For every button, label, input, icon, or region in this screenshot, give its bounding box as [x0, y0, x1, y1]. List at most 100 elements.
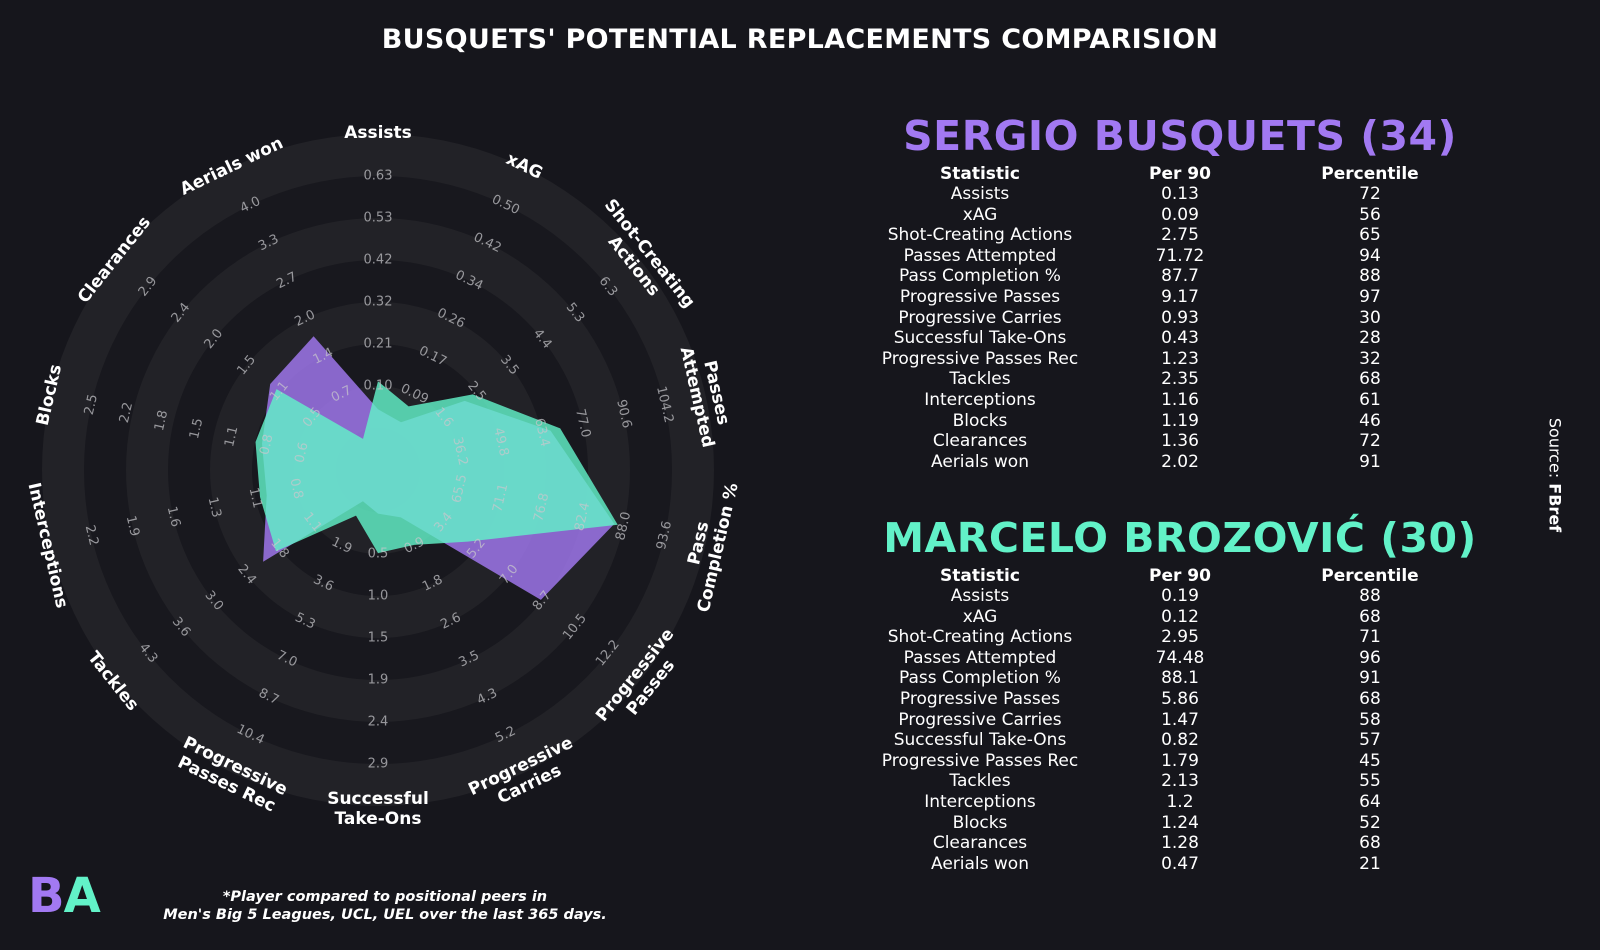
stat-name-cell: Shot-Creating Actions [887, 225, 1073, 246]
percentile-cell: 96 [1359, 647, 1381, 668]
percentile-cell: 72 [1359, 431, 1381, 452]
tick-label: 77.0 [572, 408, 593, 440]
percentile-cell: 57 [1359, 730, 1381, 751]
per90-cell: 1.2 [1166, 791, 1194, 812]
tick-label: 2.2 [82, 524, 101, 548]
percentile-cell: 68 [1359, 606, 1381, 627]
table-row: Interceptions 1.16 61 [880, 390, 1460, 411]
stat-name-cell: Interceptions [924, 389, 1036, 410]
source-name: FBref [1545, 483, 1565, 533]
percentile-cell: 52 [1359, 812, 1381, 833]
table-row: Blocks 1.24 52 [880, 813, 1460, 834]
tick-label: 63.4 [531, 417, 552, 449]
table-row: Blocks 1.19 46 [880, 411, 1460, 432]
stat-name-cell: Pass Completion % [899, 266, 1061, 287]
per90-cell: 0.47 [1161, 853, 1199, 874]
table-row: Pass Completion % 88.1 91 [880, 668, 1460, 689]
stat-name-cell: Pass Completion % [899, 668, 1061, 689]
percentile-cell: 94 [1359, 245, 1381, 266]
tick-label: 0.42 [364, 253, 393, 268]
percentile-cell: 28 [1359, 328, 1381, 349]
percentile-cell: 55 [1359, 771, 1381, 792]
stat-name-cell: Assists [950, 184, 1010, 204]
per90-cell: 0.09 [1161, 204, 1199, 225]
per90-cell: 1.23 [1161, 348, 1199, 369]
per90-cell: 9.17 [1161, 286, 1199, 307]
percentile-cell: 56 [1359, 204, 1381, 225]
logo-letter-b: B [28, 868, 65, 924]
tick-label: 1.5 [187, 417, 206, 441]
table-row: Shot-Creating Actions 2.95 71 [880, 627, 1460, 648]
tick-label: 2.5 [82, 393, 101, 417]
table-row: Aerials won 2.02 91 [880, 452, 1460, 473]
stat-name-cell: Blocks [952, 812, 1008, 833]
percentile-cell: 32 [1359, 348, 1381, 369]
percentile-cell: 46 [1359, 410, 1381, 431]
per90-cell: 0.82 [1161, 730, 1199, 751]
stat-name-cell: Progressive Passes [899, 688, 1061, 709]
tick-label: 0.53 [364, 211, 393, 226]
table-row: Progressive Passes 5.86 68 [880, 689, 1460, 710]
per90-cell: 0.19 [1161, 586, 1199, 606]
player2-stats-table: Statistic Per 90 Percentile Assists 0.19 8… [880, 566, 1460, 874]
percentile-cell: 91 [1359, 668, 1381, 689]
tick-label: 1.1 [246, 486, 265, 510]
table-row: Pass Completion % 87.7 88 [880, 266, 1460, 287]
tick-label: 0.6 [292, 441, 311, 465]
tick-label: 1.9 [368, 673, 389, 688]
table-row: Progressive Carries 1.47 58 [880, 710, 1460, 731]
tick-label: 1.0 [368, 589, 389, 604]
percentile-cell: 88 [1359, 266, 1381, 287]
tick-label: 65.5 [449, 473, 470, 505]
tick-label: 2.4 [368, 715, 389, 730]
per90-cell: 2.95 [1161, 627, 1199, 648]
table-row: Interceptions 1.2 64 [880, 792, 1460, 813]
percentile-cell: 61 [1359, 389, 1381, 410]
percentile-cell: 68 [1359, 688, 1381, 709]
percentile-cell: 72 [1359, 184, 1381, 204]
header-statistic: Statistic [940, 566, 1020, 586]
tick-label: 90.6 [613, 398, 634, 430]
tick-label: 36.2 [449, 436, 470, 468]
per90-cell: 2.35 [1161, 369, 1199, 390]
per90-cell: 1.19 [1161, 410, 1199, 431]
series-area-2 [255, 381, 618, 554]
per90-cell: 1.36 [1161, 431, 1199, 452]
percentile-cell: 88 [1359, 586, 1381, 606]
parameter-label-line: Take-Ons [335, 809, 422, 829]
per90-cell: 87.7 [1161, 266, 1199, 287]
logo-letter-a: A [63, 868, 101, 924]
header-per90: Per 90 [1149, 164, 1211, 184]
per90-cell: 88.1 [1161, 668, 1199, 689]
table-row: Progressive Passes 9.17 97 [880, 287, 1460, 308]
source-credit: Source: FBref [1546, 418, 1565, 532]
tick-label: 71.1 [490, 482, 511, 514]
player1-stats-table: Statistic Per 90 Percentile Assists 0.13 7… [880, 164, 1460, 472]
stat-name-cell: Progressive Passes Rec [881, 750, 1079, 771]
tick-label: 49.8 [490, 426, 511, 458]
tick-label: 1.9 [123, 514, 142, 538]
header-statistic: Statistic [940, 164, 1020, 184]
percentile-cell: 64 [1359, 791, 1381, 812]
parameter-label: Assists [344, 123, 412, 143]
stat-name-cell: Passes Attempted [903, 647, 1057, 668]
chart-title: BUSQUETS' POTENTIAL REPLACEMENTS COMPARI… [381, 24, 1219, 55]
per90-cell: 1.28 [1161, 833, 1199, 854]
per90-cell: 0.43 [1161, 328, 1199, 349]
percentile-cell: 97 [1359, 286, 1381, 307]
table-row: Progressive Passes Rec 1.23 32 [880, 349, 1460, 370]
table-row: Progressive Carries 0.93 30 [880, 308, 1460, 329]
stat-name-cell: xAG [962, 606, 998, 627]
parameter-label-line: Successful [327, 789, 429, 809]
table-row: Successful Take-Ons 0.43 28 [880, 328, 1460, 349]
table-row: Aerials won 0.47 21 [880, 854, 1460, 875]
table-row: Tackles 2.35 68 [880, 369, 1460, 390]
per90-cell: 2.13 [1161, 771, 1199, 792]
footnote-line-2: Men's Big 5 Leagues, UCL, UEL over the l… [163, 907, 607, 923]
stat-name-cell: Assists [950, 586, 1010, 606]
stat-name-cell: Successful Take-Ons [893, 328, 1067, 349]
tick-label: 0.32 [364, 295, 393, 310]
tick-label: 0.63 [364, 169, 393, 184]
table-row: Successful Take-Ons 0.82 57 [880, 730, 1460, 751]
table-row: Progressive Passes Rec 1.79 45 [880, 751, 1460, 772]
